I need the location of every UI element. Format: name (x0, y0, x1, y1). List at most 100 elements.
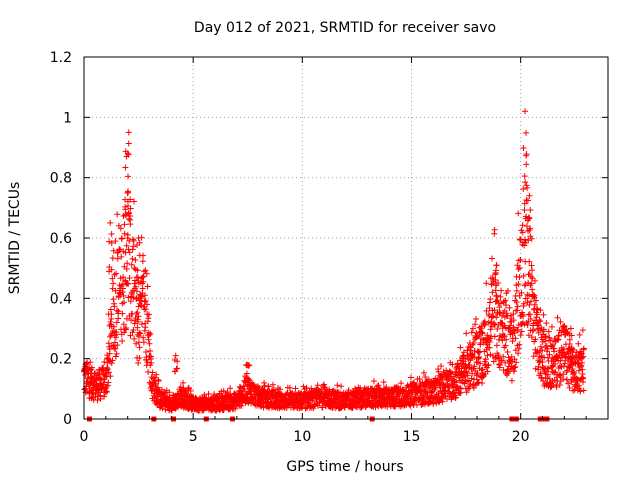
data-point (495, 299, 502, 306)
data-point (548, 323, 555, 330)
y-tick-label: 0 (63, 412, 72, 428)
data-point (255, 383, 262, 390)
data-point (134, 274, 141, 281)
data-point (464, 372, 471, 379)
data-point (136, 252, 143, 259)
data-point (518, 289, 525, 296)
data-point (516, 341, 523, 348)
data-point (534, 311, 541, 318)
data-point (435, 368, 442, 375)
data-point (126, 274, 133, 281)
data-point (517, 256, 524, 263)
data-point (135, 313, 142, 320)
data-point (132, 256, 139, 263)
data-point (504, 349, 511, 356)
data-point (538, 324, 545, 331)
data-point (511, 364, 518, 371)
data-point (454, 383, 461, 390)
data-point (528, 334, 535, 341)
data-point (205, 391, 212, 398)
data-point (495, 352, 502, 359)
data-point (220, 387, 227, 394)
data-point (517, 332, 524, 339)
data-point (526, 271, 533, 278)
data-point (496, 304, 503, 311)
data-point (543, 368, 550, 375)
plot-border (83, 56, 609, 420)
data-point (148, 359, 155, 366)
data-point (502, 324, 509, 331)
data-point (539, 347, 546, 354)
data-point (124, 260, 131, 267)
data-point (118, 235, 125, 242)
data-point (527, 225, 534, 232)
data-point (557, 318, 564, 325)
data-point (438, 363, 445, 370)
data-series (81, 108, 587, 422)
data-point (546, 334, 553, 341)
data-point (533, 314, 540, 321)
data-point (134, 242, 141, 249)
data-point (471, 363, 478, 370)
data-point (500, 367, 507, 374)
data-point (418, 387, 425, 394)
data-point (479, 330, 486, 337)
data-point (554, 314, 561, 321)
data-point (453, 379, 460, 386)
data-point (523, 161, 530, 168)
data-point (135, 339, 142, 346)
data-point (155, 377, 162, 384)
data-point (492, 276, 499, 283)
data-point (515, 350, 522, 357)
data-point (523, 152, 530, 159)
data-point (529, 275, 536, 282)
data-point (147, 347, 154, 354)
data-point (568, 345, 575, 352)
data-point (398, 380, 405, 387)
data-point (141, 327, 148, 334)
data-point (567, 347, 574, 354)
data-point (522, 179, 529, 186)
data-point (120, 299, 127, 306)
data-point (544, 345, 551, 352)
data-point (579, 354, 586, 361)
data-point (574, 377, 581, 384)
data-point (125, 189, 132, 196)
data-point (580, 375, 587, 382)
data-point (137, 330, 144, 337)
data-point (131, 320, 138, 327)
data-point (505, 354, 512, 361)
data-point (493, 314, 500, 321)
data-point (286, 384, 293, 391)
data-point (142, 306, 149, 313)
data-point (486, 305, 493, 312)
data-point (113, 319, 120, 326)
data-point (526, 192, 533, 199)
data-point (476, 354, 483, 361)
data-point (487, 296, 494, 303)
data-point (520, 185, 527, 192)
data-point (523, 182, 530, 189)
data-point (506, 325, 513, 332)
data-point (449, 361, 456, 368)
data-point (512, 363, 519, 370)
data-point (537, 343, 544, 350)
data-point (106, 346, 113, 353)
data-point (527, 207, 534, 214)
data-point (135, 278, 142, 285)
data-point (111, 303, 118, 310)
data-point (89, 390, 96, 397)
data-point (531, 277, 538, 284)
data-point (521, 206, 528, 213)
data-point (524, 197, 531, 204)
data-point (529, 267, 536, 274)
data-point (518, 328, 525, 335)
data-point (546, 351, 553, 358)
data-point (108, 311, 115, 318)
data-point (526, 258, 533, 265)
data-point (242, 378, 249, 385)
data-point (119, 338, 126, 345)
data-point (142, 297, 149, 304)
data-point (129, 290, 136, 297)
data-point (477, 360, 484, 367)
